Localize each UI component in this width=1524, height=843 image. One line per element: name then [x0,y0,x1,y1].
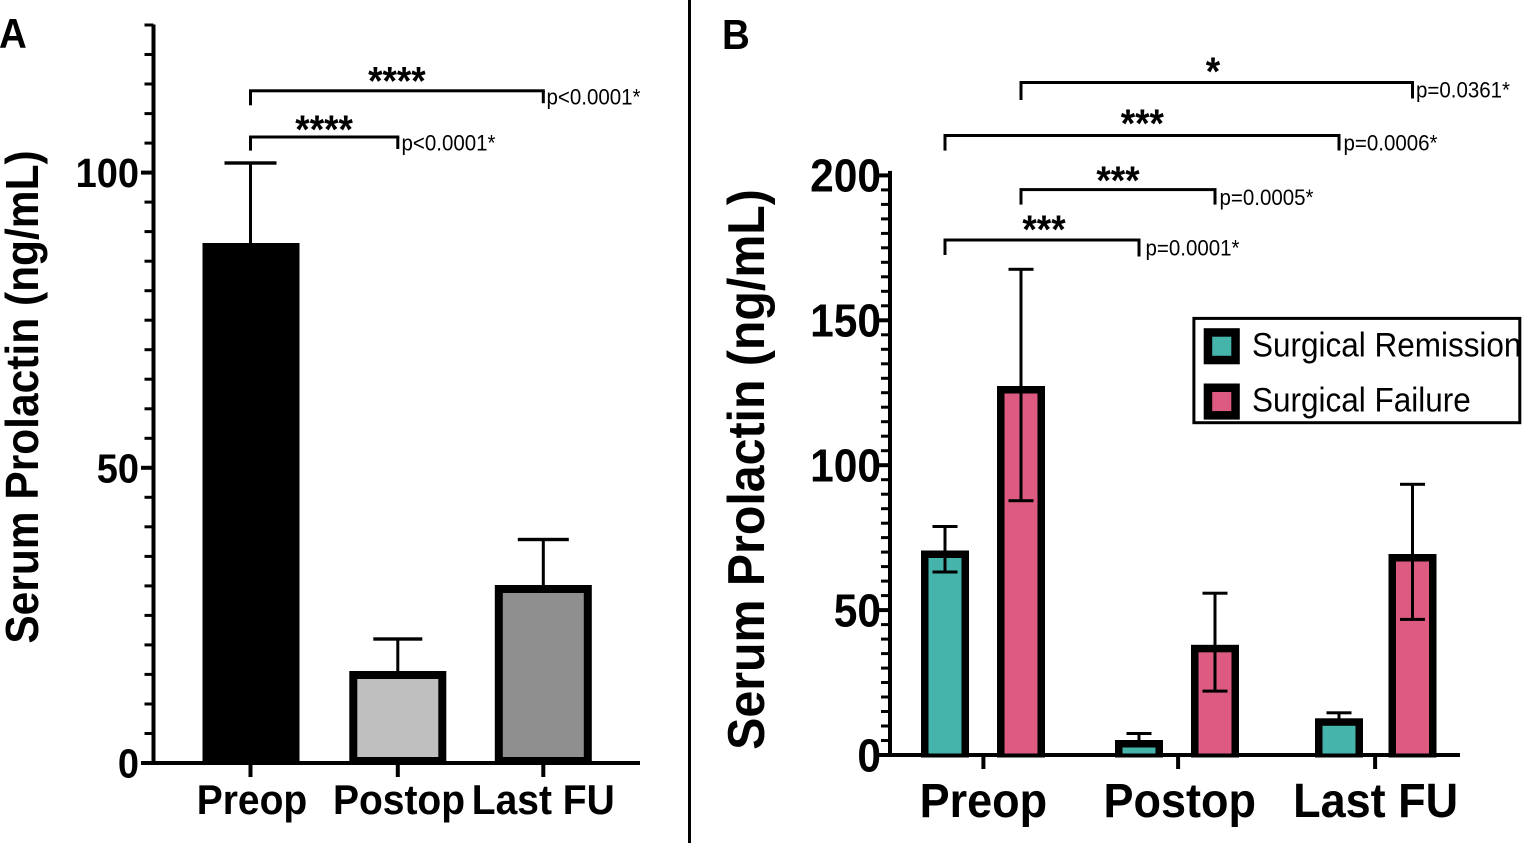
svg-text:Postop: Postop [1103,773,1255,827]
svg-text:Last FU: Last FU [1293,773,1458,827]
svg-text:p=0.0001*: p=0.0001* [1146,236,1240,261]
svg-text:100: 100 [810,441,881,492]
svg-text:0: 0 [857,731,881,782]
svg-text:Serum Prolactin (ng/mL): Serum Prolactin (ng/mL) [717,189,775,750]
svg-text:Postop: Postop [333,776,465,824]
svg-text:Last FU: Last FU [472,776,615,824]
svg-text:0: 0 [118,741,139,787]
svg-text:100: 100 [76,151,139,197]
svg-text:B: B [722,13,750,59]
svg-text:p=0.0005*: p=0.0005* [1220,185,1314,210]
svg-text:****: **** [368,59,426,104]
svg-text:Preop: Preop [920,773,1048,827]
svg-text:***: *** [1096,159,1139,204]
svg-text:****: **** [295,108,353,153]
svg-text:***: *** [1121,102,1164,147]
svg-text:Preop: Preop [197,776,307,824]
svg-text:150: 150 [810,296,881,347]
svg-text:p<0.0001*: p<0.0001* [402,131,496,156]
svg-text:*: * [1206,50,1220,95]
svg-text:***: *** [1022,208,1065,253]
svg-text:p=0.0006*: p=0.0006* [1344,131,1438,156]
svg-text:200: 200 [810,151,881,202]
svg-text:Surgical Remission: Surgical Remission [1252,325,1521,363]
svg-text:Surgical Failure: Surgical Failure [1252,380,1471,418]
svg-text:Serum Prolactin (ng/mL): Serum Prolactin (ng/mL) [0,150,48,643]
svg-text:p<0.0001*: p<0.0001* [547,85,641,110]
svg-text:A: A [0,12,27,58]
svg-text:50: 50 [97,446,139,492]
svg-text:50: 50 [834,586,881,637]
svg-text:p=0.0361*: p=0.0361* [1416,78,1510,103]
